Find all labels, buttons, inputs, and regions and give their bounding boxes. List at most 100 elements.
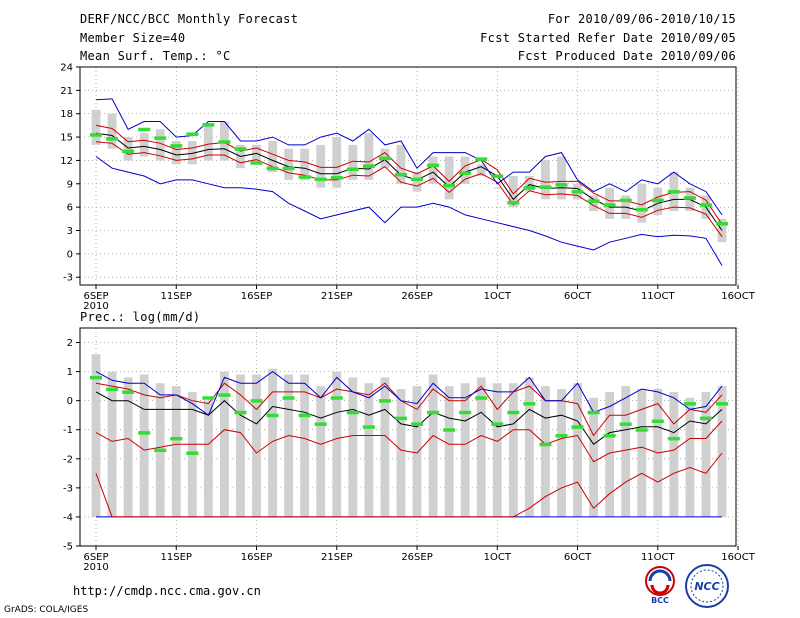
prec-observed-mark: [587, 410, 600, 415]
temp-observed-mark: [716, 221, 728, 226]
prec-box: [380, 377, 390, 517]
prec-observed-mark: [362, 425, 375, 429]
temp-y-tick-label: 21: [60, 86, 73, 97]
prec-box: [508, 383, 518, 517]
temp-observed-mark: [683, 196, 696, 200]
temp-box: [284, 148, 294, 180]
prec-observed-mark: [154, 448, 167, 453]
prec-observed-mark: [378, 399, 391, 403]
prec-observed-mark: [716, 402, 728, 406]
prec-observed-mark: [330, 396, 343, 400]
prec-box: [268, 368, 277, 517]
prec-y-tick-label: 1: [67, 367, 73, 378]
prec-box: [589, 397, 599, 517]
prec-observed-mark: [507, 410, 520, 415]
temp-box: [605, 187, 615, 219]
prec-observed-mark: [603, 434, 616, 438]
temp-observed-mark: [571, 190, 584, 194]
temp-box: [412, 172, 422, 192]
temp-observed-mark: [394, 172, 407, 177]
temp-box: [460, 156, 470, 184]
temp-x-tick-label: 11OCT: [641, 291, 676, 302]
ncc-logo-text: NCC: [694, 580, 719, 593]
temp-x-tick-label: 21SEP: [321, 291, 352, 302]
prec-x-year-label: 2010: [83, 562, 108, 573]
temp-box: [492, 187, 502, 189]
prec-x-tick-label: 1OCT: [484, 552, 512, 563]
temp-observed-mark: [218, 140, 231, 144]
temp-box: [541, 160, 550, 200]
prec-box: [123, 377, 133, 517]
temp-x-tick-label: 16OCT: [721, 291, 756, 302]
temp-observed-mark: [587, 199, 600, 203]
prec-observed-mark: [619, 422, 632, 426]
prec-box: [444, 386, 454, 517]
prec-x-tick-label: 21SEP: [321, 552, 352, 563]
prec-line-lower-red: [95, 452, 723, 518]
prec-box: [171, 386, 181, 517]
prec-observed-mark: [651, 419, 664, 424]
temp-observed-mark: [298, 175, 311, 179]
temp-line-mean-std: [95, 141, 723, 237]
temp-plot-frame: [79, 66, 737, 286]
prec-box: [300, 374, 310, 517]
temp-box: [364, 133, 374, 180]
prec-box: [139, 374, 149, 517]
temp-x-year-label: 2010: [83, 301, 108, 312]
prec-x-tick-label: 16OCT: [721, 552, 756, 563]
temp-x-tick-label: 6SEP: [83, 291, 108, 302]
prec-observed-mark: [170, 436, 183, 441]
prec-box: [236, 374, 245, 517]
temp-box: [524, 176, 534, 192]
prec-x-tick-label: 6OCT: [564, 552, 592, 563]
temp-observed-mark: [346, 167, 359, 171]
footer-url[interactable]: http://cmdp.ncc.cma.gov.cn: [73, 584, 261, 598]
prec-box: [284, 374, 294, 517]
prec-observed-mark: [491, 422, 504, 426]
temp-line-ensemble-mean: [95, 132, 723, 231]
prec-observed-mark: [475, 396, 488, 400]
prec-box: [252, 374, 261, 517]
prec-observed-mark: [346, 410, 359, 415]
prec-observed-mark: [186, 451, 199, 455]
prec-observed-mark: [250, 399, 263, 403]
temp-observed-mark: [122, 149, 135, 154]
prec-observed-mark: [234, 410, 247, 415]
temp-observed-mark: [619, 198, 632, 203]
temp-box: [508, 176, 518, 208]
variable-label: Mean Surf. Temp.: °C: [80, 49, 231, 63]
temp-observed-mark: [202, 123, 215, 127]
prec-observed-mark: [443, 428, 456, 432]
temp-box: [268, 140, 277, 173]
bcc-logo-text: BCC: [651, 596, 669, 605]
prec-y-tick-label: -4: [63, 512, 73, 523]
temp-y-tick-label: 18: [60, 109, 73, 120]
temp-observed-mark: [603, 203, 616, 207]
prec-y-tick-label: 0: [67, 396, 73, 407]
prec-box: [412, 386, 422, 517]
temp-y-tick-label: 12: [60, 156, 73, 167]
prec-x-tick-label: 6SEP: [83, 552, 108, 563]
prec-observed-mark: [266, 413, 279, 418]
forecast-period: For 2010/09/06-2010/10/15: [547, 12, 736, 26]
prec-box: [364, 383, 374, 517]
prec-box: [107, 371, 117, 517]
temp-observed-mark: [282, 166, 295, 171]
prec-line-ensemble-max: [95, 370, 723, 416]
temp-observed-mark: [699, 203, 712, 207]
temp-y-tick-label: 24: [60, 63, 73, 74]
member-size-label: Member Size=40: [80, 31, 186, 45]
temp-observed-mark: [443, 183, 456, 188]
prec-y-tick-label: 2: [67, 338, 73, 349]
prec-box: [637, 389, 647, 517]
temp-box: [637, 183, 647, 223]
temp-x-tick-label: 6OCT: [564, 291, 592, 302]
temp-observed-mark: [106, 137, 119, 141]
temp-box: [203, 125, 213, 161]
prec-observed-mark: [459, 410, 472, 415]
prec-observed-mark: [667, 436, 680, 441]
prec-box: [316, 386, 326, 517]
prec-observed-mark: [106, 387, 119, 392]
prec-line-ensemble-mean: [95, 391, 723, 446]
